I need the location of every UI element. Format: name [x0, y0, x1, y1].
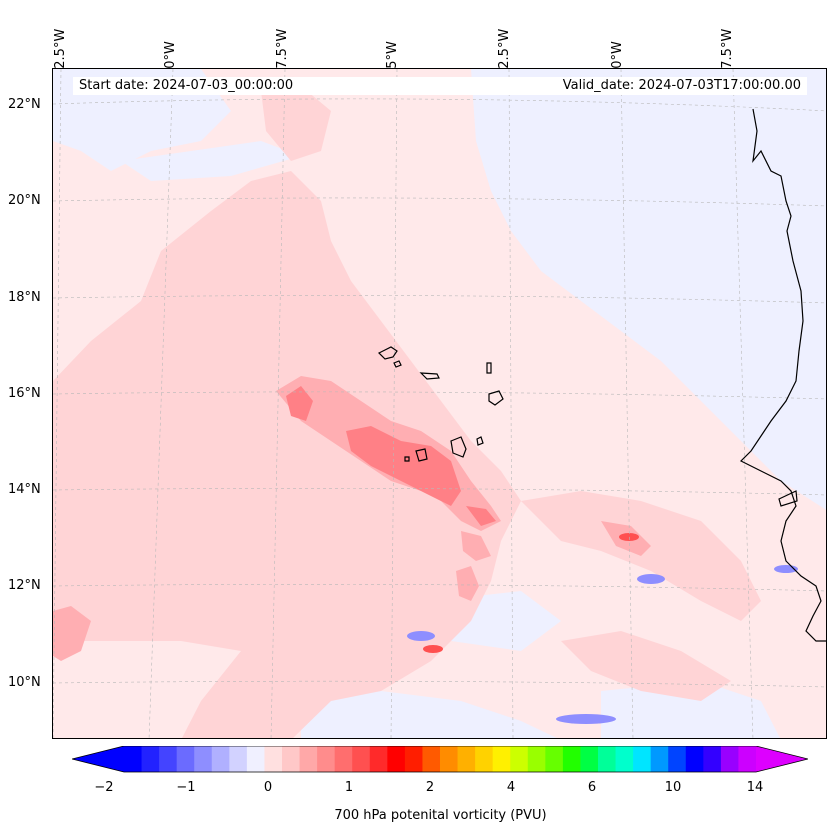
colorbar-segment	[317, 746, 336, 772]
colorbar-segment	[457, 746, 476, 772]
lat-label-16n: 16°N	[8, 386, 41, 401]
colorbar-tick: 14	[746, 780, 764, 795]
colorbar-segment	[562, 746, 581, 772]
pv-band-2	[286, 386, 496, 526]
colorbar-segment	[404, 746, 423, 772]
cape-verde-islands	[377, 346, 504, 462]
colorbar-tick: −1	[176, 780, 196, 795]
colorbar-segment	[124, 746, 143, 772]
colorbar-segment	[527, 746, 546, 772]
colorbar-segment	[598, 746, 617, 772]
lat-label-12n: 12°N	[8, 578, 41, 593]
graticule	[53, 69, 826, 738]
colorbar-segment	[475, 746, 494, 772]
colorbar-segment	[299, 746, 318, 772]
colorbar-segment	[703, 746, 722, 772]
colorbar-tick: 6	[587, 780, 597, 795]
colorbar-segment	[159, 746, 178, 772]
colorbar-segment	[685, 746, 704, 772]
colorbar-segment	[387, 746, 406, 772]
colorbar-segment	[211, 746, 230, 772]
colorbar-extend-high	[756, 746, 808, 772]
colorbar-segment	[720, 746, 739, 772]
colorbar-segment	[440, 746, 459, 772]
lat-label-10n: 10°N	[8, 675, 41, 690]
colorbar-tick: 10	[664, 780, 682, 795]
colorbar-segment	[633, 746, 652, 772]
valid-date-label: Valid_date: 2024-07-03T17:00:00.00	[323, 77, 807, 95]
colorbar-outline	[72, 746, 808, 773]
colorbar-tick: 2	[425, 780, 435, 795]
colorbar-segment	[492, 746, 511, 772]
lat-label-22n: 22°N	[8, 97, 41, 112]
colorbar-tick: 0	[263, 780, 273, 795]
negative-pv-blobs	[407, 565, 798, 724]
colorbar-tick: −2	[94, 780, 114, 795]
positive-pv-blobs	[423, 533, 639, 653]
colorbar-segment	[352, 746, 371, 772]
colorbar-label: 700 hPa potenital vorticity (PVU)	[334, 808, 547, 823]
colorbar-extend-low	[72, 746, 124, 772]
map-panel: Start date: 2024-07-03_00:00:00 Valid_da…	[52, 68, 827, 739]
colorbar-segment	[510, 746, 529, 772]
colorbar-segment	[176, 746, 195, 772]
colorbar-segment	[141, 746, 160, 772]
colorbar-segment	[264, 746, 283, 772]
colorbar-segment	[282, 746, 301, 772]
colorbar-segment	[369, 746, 388, 772]
colorbar-segment	[738, 746, 757, 772]
colorbar-segment	[650, 746, 669, 772]
colorbar-segment	[246, 746, 265, 772]
colorbar-segment	[229, 746, 248, 772]
colorbar-segment	[668, 746, 687, 772]
start-date-label: Start date: 2024-07-03_00:00:00	[73, 77, 334, 95]
colorbar	[72, 746, 808, 773]
colorbar-tick: 4	[506, 780, 516, 795]
lat-label-20n: 20°N	[8, 193, 41, 208]
colorbar-segment	[334, 746, 353, 772]
lat-label-18n: 18°N	[8, 290, 41, 305]
colorbar-segment	[615, 746, 634, 772]
colorbar-tick: 1	[344, 780, 354, 795]
colorbar-segment	[580, 746, 599, 772]
colorbar-segment	[422, 746, 441, 772]
colorbar-segment	[194, 746, 213, 772]
colorbar-segment	[545, 746, 564, 772]
coastline	[739, 108, 826, 642]
pv-field-map	[53, 69, 826, 738]
lat-label-14n: 14°N	[8, 482, 41, 497]
